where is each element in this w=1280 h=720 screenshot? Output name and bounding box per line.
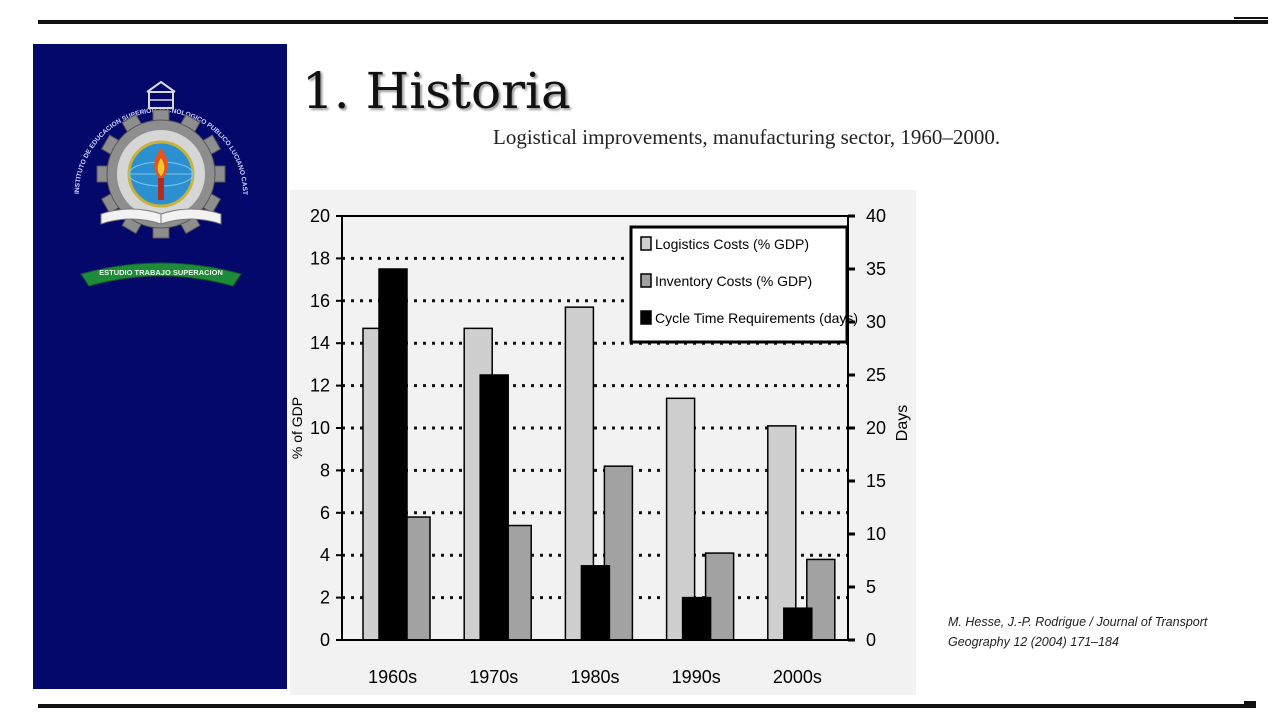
category-label: 2000s [773, 667, 822, 687]
y-tick-label: 4 [320, 545, 330, 565]
book-icon [100, 208, 222, 225]
y-axis-label: % of GDP [290, 397, 305, 459]
y-tick-label: 12 [310, 376, 330, 396]
y2-tick-label: 40 [866, 206, 886, 226]
tower-icon [146, 80, 176, 109]
slide-subtitle: Logistical improvements, manufacturing s… [493, 125, 1001, 149]
category-label: 1960s [368, 667, 417, 687]
slide-number: 1. [302, 62, 350, 120]
legend-label: Inventory Costs (% GDP) [655, 273, 812, 289]
chart-legend: Logistics Costs (% GDP) Inventory Costs (… [629, 225, 858, 344]
y2-tick-label: 30 [866, 312, 886, 332]
legend-swatch [640, 273, 652, 288]
category-labels: 1960s 1970s 1980s 1990s 2000s [368, 667, 822, 687]
logistics-bar [767, 425, 797, 641]
y-tick-label: 8 [320, 460, 330, 480]
y2-tick-label: 25 [866, 365, 886, 385]
cycle-time-bar [681, 596, 712, 641]
category-label: 1990s [672, 667, 721, 687]
right-axis-ticks: 0 5 10 15 20 25 30 35 40 [848, 206, 886, 650]
legend-box [629, 225, 849, 344]
bottom-rule-accent [1244, 701, 1256, 704]
logo-banner-text: ESTUDIO TRABAJO SUPERACION [99, 268, 223, 277]
logistics-bar [665, 397, 696, 641]
torch-icon [154, 148, 168, 200]
y2-axis-label: Days [894, 405, 911, 441]
cycle-time-bar [479, 374, 509, 641]
y2-tick-label: 0 [866, 630, 876, 650]
slide-title: 1. Historia [302, 66, 571, 116]
institute-logo: INSTITUTO DE EDUCACION SUPERIOR TECNOLOG… [55, 64, 248, 287]
y-tick-label: 16 [310, 291, 330, 311]
y2-tick-label: 35 [866, 259, 886, 279]
bottom-rule [38, 704, 1256, 708]
legend-label: Logistics Costs (% GDP) [655, 236, 809, 252]
y-tick-label: 20 [310, 206, 330, 226]
top-rule-accent [1234, 17, 1268, 19]
y2-tick-label: 20 [866, 418, 886, 438]
left-axis-ticks: 0 2 4 6 8 10 12 14 16 18 20 [310, 206, 342, 650]
banner-ribbon [80, 262, 242, 287]
y-tick-label: 6 [320, 503, 330, 523]
y-tick-label: 10 [310, 418, 330, 438]
legend-swatch [640, 310, 652, 325]
y2-tick-label: 10 [866, 524, 886, 544]
sidebar-panel: INSTITUTO DE EDUCACION SUPERIOR TECNOLOG… [33, 44, 287, 689]
y2-tick-label: 5 [866, 577, 876, 597]
y-tick-label: 0 [320, 630, 330, 650]
slide-title-text: Historia [365, 62, 571, 120]
source-citation: M. Hesse, J.-P. Rodrigue / Journal of Tr… [948, 615, 1208, 649]
category-label: 1970s [469, 667, 518, 687]
top-rule [38, 20, 1268, 24]
y-tick-label: 18 [310, 248, 330, 268]
legend-swatch [640, 236, 652, 251]
y-tick-label: 14 [310, 333, 330, 353]
logistics-bar-chart: 0 2 4 6 8 10 12 14 16 18 20 0 5 10 15 20 25 30 35 40 1960s… [290, 190, 916, 695]
category-label: 1980s [570, 667, 619, 687]
legend-label: Cycle Time Requirements (days) [655, 310, 858, 326]
cycle-time-bar [580, 565, 611, 641]
y-tick-label: 2 [320, 588, 330, 608]
y2-tick-label: 15 [866, 471, 886, 491]
cycle-time-bar [783, 607, 813, 641]
cycle-time-bar [378, 268, 408, 641]
